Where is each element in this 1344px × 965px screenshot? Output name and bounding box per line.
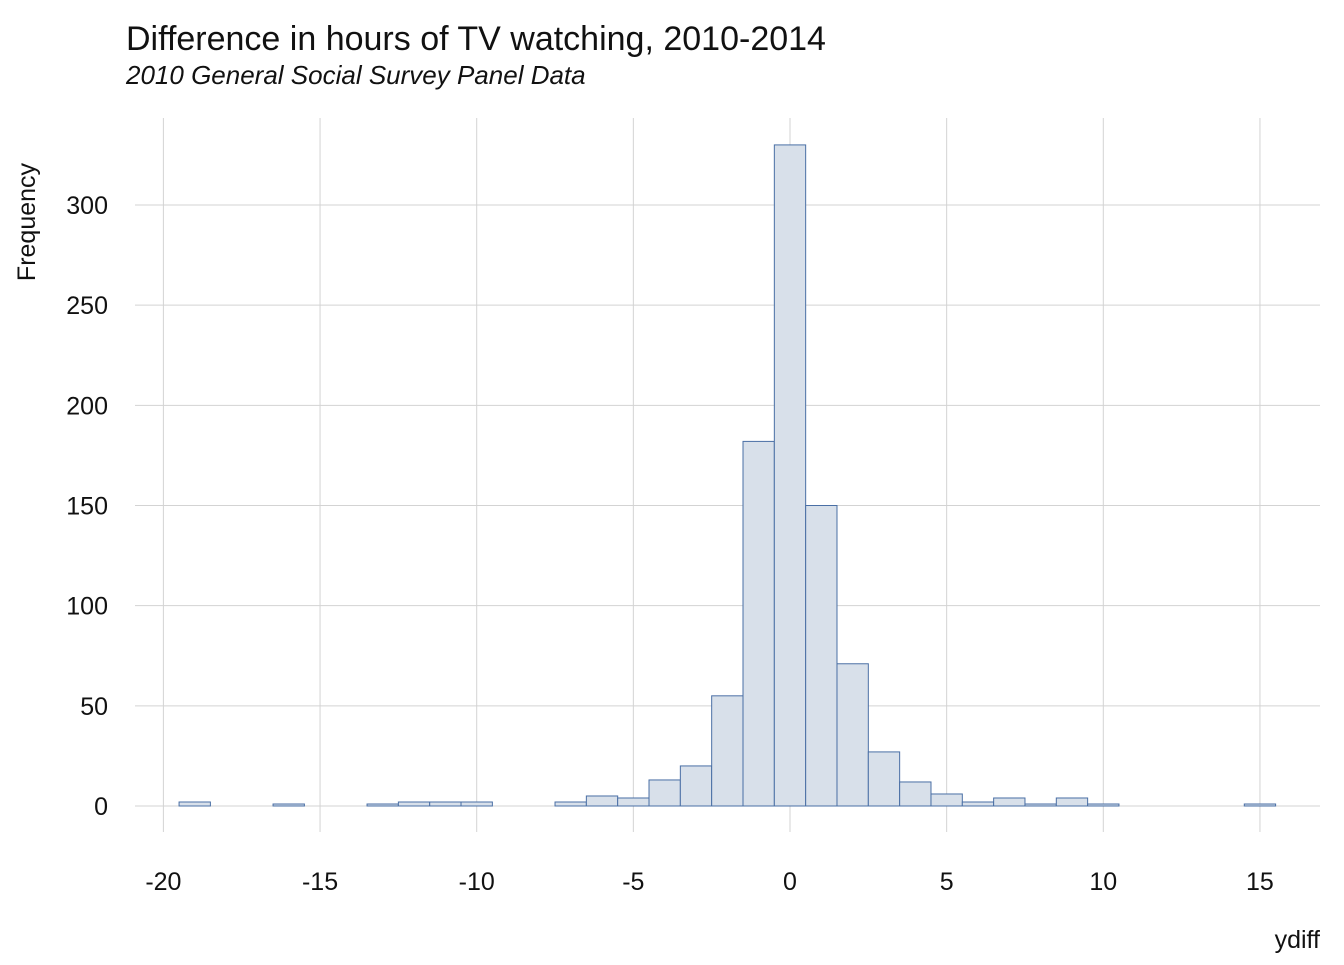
x-tick-label: -5	[622, 868, 644, 896]
x-tick-label: 5	[940, 868, 954, 896]
histogram-bar	[679, 765, 713, 807]
histogram-bar	[397, 801, 431, 807]
histogram-bar	[773, 144, 807, 807]
histogram-bar	[867, 751, 901, 807]
histogram-bar	[617, 797, 650, 807]
x-tick-label: -15	[302, 868, 338, 896]
histogram-bar	[585, 795, 619, 807]
chart-title: Difference in hours of TV watching, 2010…	[126, 20, 826, 58]
histogram-bar	[993, 797, 1026, 807]
x-tick-label: 0	[783, 868, 797, 896]
x-tick-label: -10	[459, 868, 495, 896]
y-tick-label: 150	[66, 493, 108, 521]
histogram-bar	[648, 779, 681, 807]
x-tick-label: 15	[1246, 868, 1274, 896]
histogram-bar	[1055, 797, 1089, 807]
histogram-bar	[429, 801, 462, 807]
tick-labels: 0 50 100 150 200 250 300 -20 -15 -10 -5 0 5 10 15	[66, 192, 1274, 896]
histogram-bar	[930, 793, 963, 807]
histogram-bar	[836, 663, 869, 807]
y-tick-label: 200	[66, 392, 108, 420]
bars	[178, 144, 1277, 807]
y-tick-label: 100	[66, 593, 108, 621]
histogram-bar	[1087, 803, 1120, 807]
y-tick-label: 50	[80, 693, 108, 721]
y-tick-label: 300	[66, 192, 108, 220]
chart-subtitle: 2010 General Social Survey Panel Data	[125, 60, 586, 90]
x-tick-label: -20	[145, 868, 181, 896]
histogram-bar	[805, 505, 838, 807]
histogram-bar	[554, 801, 587, 807]
histogram-bar	[272, 803, 305, 807]
y-tick-label: 0	[94, 793, 108, 821]
y-tick-label: 250	[66, 292, 108, 320]
histogram-bar	[1024, 803, 1057, 807]
histogram-bar	[742, 440, 775, 807]
histogram-bar	[1243, 803, 1277, 807]
x-tick-label: 10	[1089, 868, 1117, 896]
x-axis-label: ydiff	[1275, 926, 1320, 954]
histogram-bar	[178, 801, 211, 807]
histogram-bar	[961, 801, 995, 807]
histogram-bar	[460, 801, 493, 807]
histogram-bar	[366, 803, 399, 807]
histogram-bar	[899, 781, 932, 807]
y-axis-label: Frequency	[13, 162, 41, 281]
histogram-bar	[711, 695, 744, 807]
